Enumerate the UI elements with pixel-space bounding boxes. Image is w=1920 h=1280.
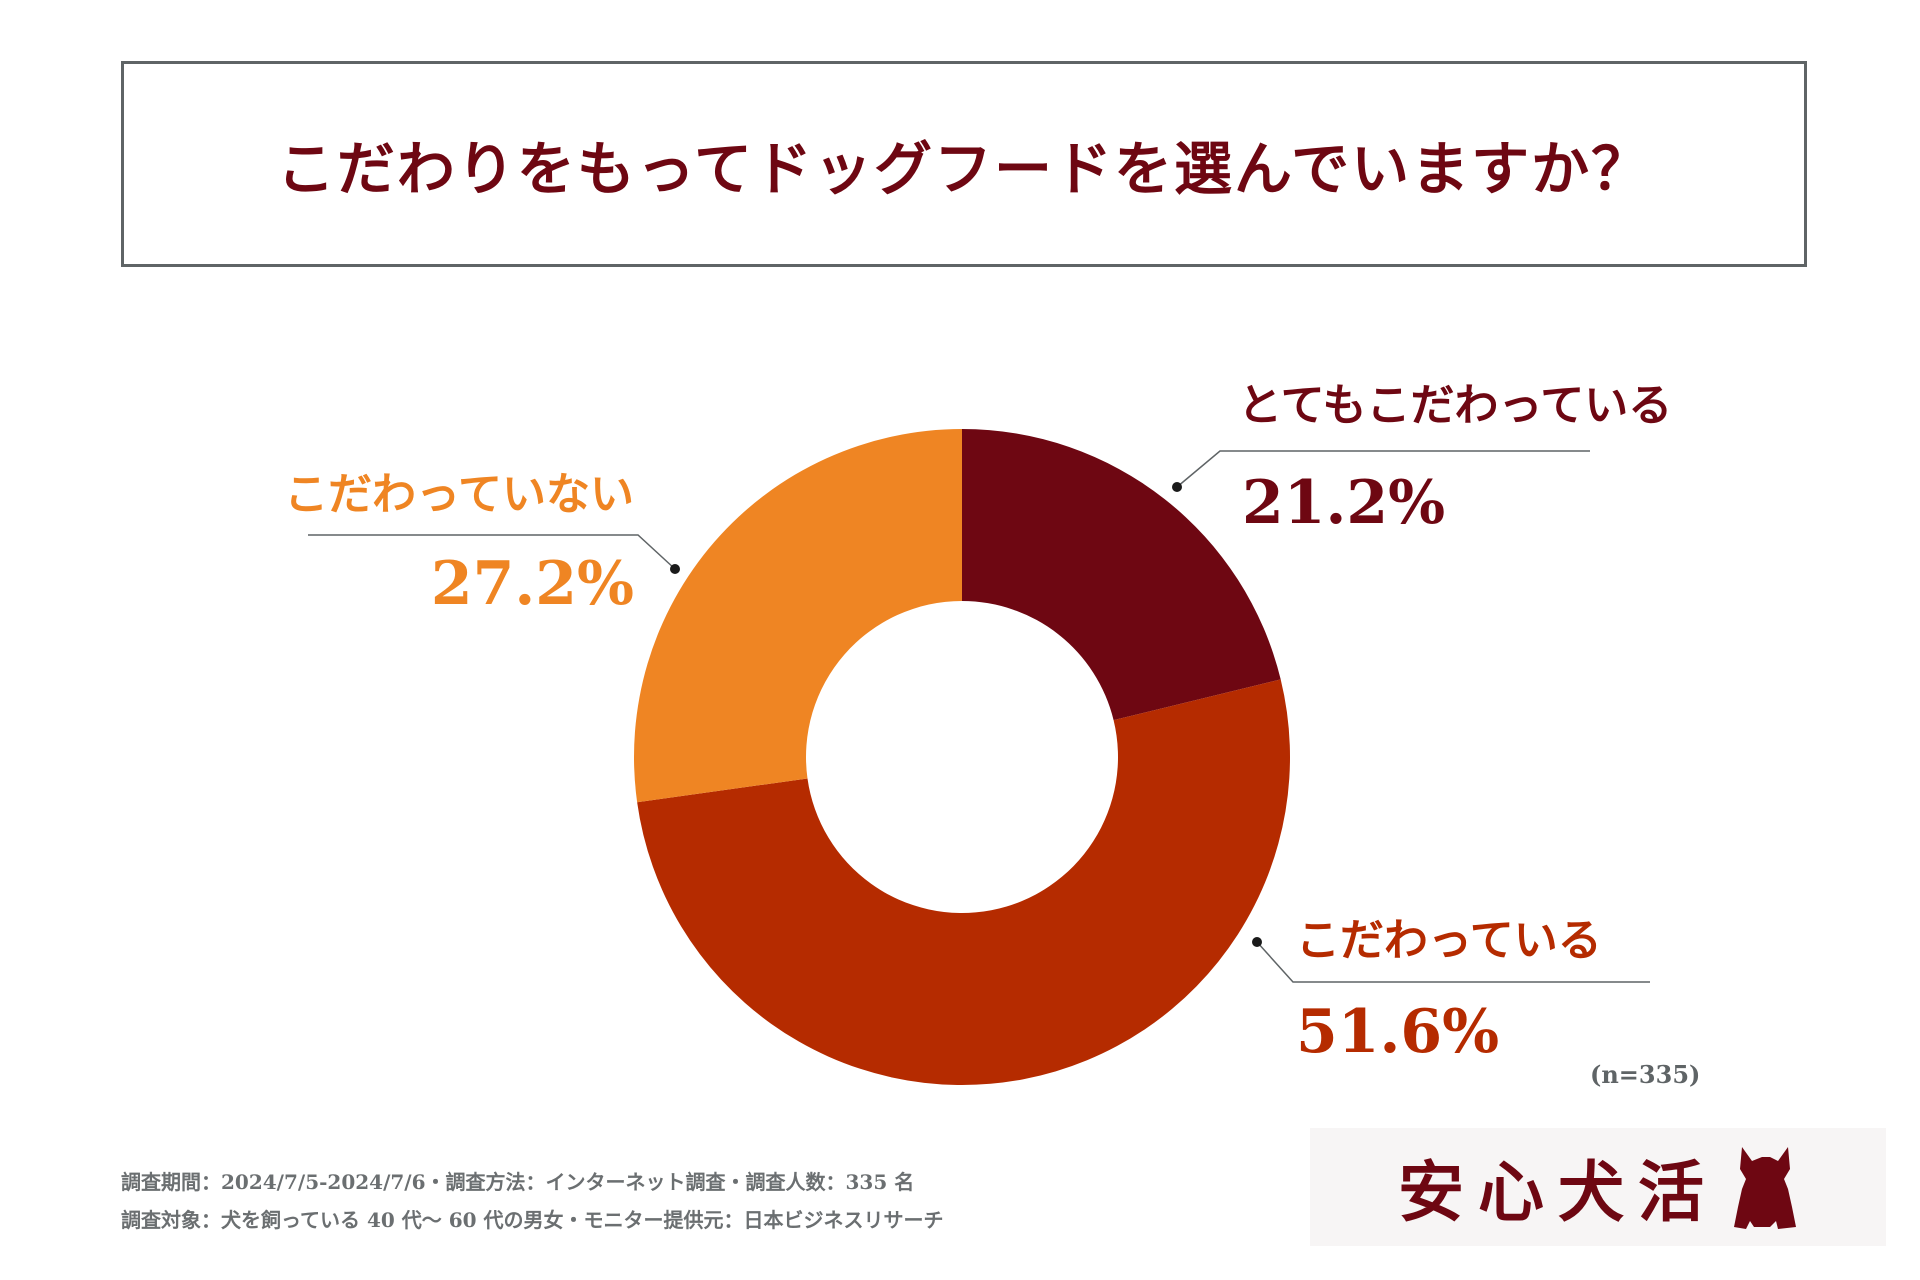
logo-text: 安心犬活	[1398, 1154, 1718, 1231]
dog-silhouette-icon	[1734, 1147, 1796, 1229]
chart-title: こだわりをもってドッグフードを選んでいますか？	[276, 135, 1652, 203]
donut-slice-0	[962, 429, 1281, 721]
slice-label-2: こだわっていない	[284, 469, 634, 520]
slice-value-2: 27.2%	[431, 549, 634, 619]
label-group-0: とてもこだわっている 21.2%	[1172, 380, 1672, 538]
leader-dot-0	[1172, 482, 1182, 492]
leader-line-1	[1256, 941, 1650, 983]
footnote-survey-target: 調査対象：犬を飼っている 40 代〜 60 代の男女・モニター提供元：日本ビジネ…	[121, 1208, 944, 1232]
slice-value-0: 21.2%	[1242, 468, 1445, 538]
label-group-1: こだわっている 51.6%	[1252, 915, 1650, 1067]
footnote-survey-period: 調査期間：2024/7/5-2024/7/6・調査方法：インターネット調査・調査…	[121, 1170, 915, 1194]
leader-line-0	[1176, 450, 1590, 488]
slice-label-1: こだわっている	[1296, 915, 1602, 966]
slice-label-0: とてもこだわっている	[1238, 380, 1672, 431]
logo: 安心犬活	[1310, 1128, 1886, 1246]
leader-dot-1	[1252, 937, 1262, 947]
leader-dot-2	[670, 564, 680, 574]
donut-slices	[634, 429, 1290, 1086]
title-box: こだわりをもってドッグフードを選んでいますか？	[121, 61, 1807, 267]
slice-value-1: 51.6%	[1296, 997, 1499, 1067]
leader-line-2	[308, 534, 676, 570]
donut-slice-2	[634, 429, 962, 803]
donut-slice-1	[637, 679, 1290, 1086]
sample-size: (n=335)	[1590, 1060, 1701, 1089]
label-group-2: こだわっていない 27.2%	[284, 469, 680, 619]
